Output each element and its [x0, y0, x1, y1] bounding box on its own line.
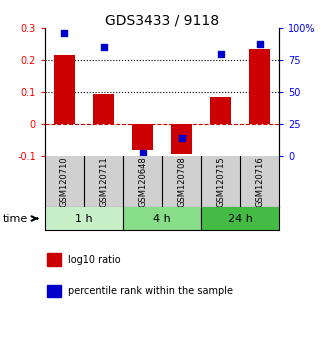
- Bar: [47, 253, 61, 266]
- Bar: [249, 49, 271, 124]
- Point: [218, 51, 223, 57]
- Text: GSM120710: GSM120710: [60, 156, 69, 207]
- Bar: [47, 285, 61, 297]
- Bar: [132, 124, 153, 150]
- Bar: [171, 124, 192, 154]
- Point: [140, 150, 145, 156]
- Text: 1 h: 1 h: [75, 213, 93, 223]
- Bar: [93, 94, 114, 124]
- Text: log10 ratio: log10 ratio: [68, 255, 121, 265]
- Point: [62, 30, 67, 36]
- Text: 4 h: 4 h: [153, 213, 171, 223]
- Text: 24 h: 24 h: [228, 213, 253, 223]
- Text: GSM120648: GSM120648: [138, 156, 147, 207]
- Text: time: time: [3, 213, 29, 223]
- Point: [101, 45, 106, 50]
- Text: GSM120711: GSM120711: [99, 156, 108, 207]
- Bar: [54, 56, 75, 124]
- Bar: [123, 207, 201, 230]
- Text: GSM120715: GSM120715: [216, 156, 225, 207]
- Point: [179, 135, 184, 141]
- Text: percentile rank within the sample: percentile rank within the sample: [68, 286, 233, 296]
- Text: GSM120716: GSM120716: [255, 156, 264, 207]
- Bar: [45, 207, 123, 230]
- Text: GSM120708: GSM120708: [177, 156, 186, 207]
- Bar: [210, 97, 231, 124]
- Point: [257, 41, 262, 46]
- Title: GDS3433 / 9118: GDS3433 / 9118: [105, 13, 219, 27]
- Bar: [201, 207, 279, 230]
